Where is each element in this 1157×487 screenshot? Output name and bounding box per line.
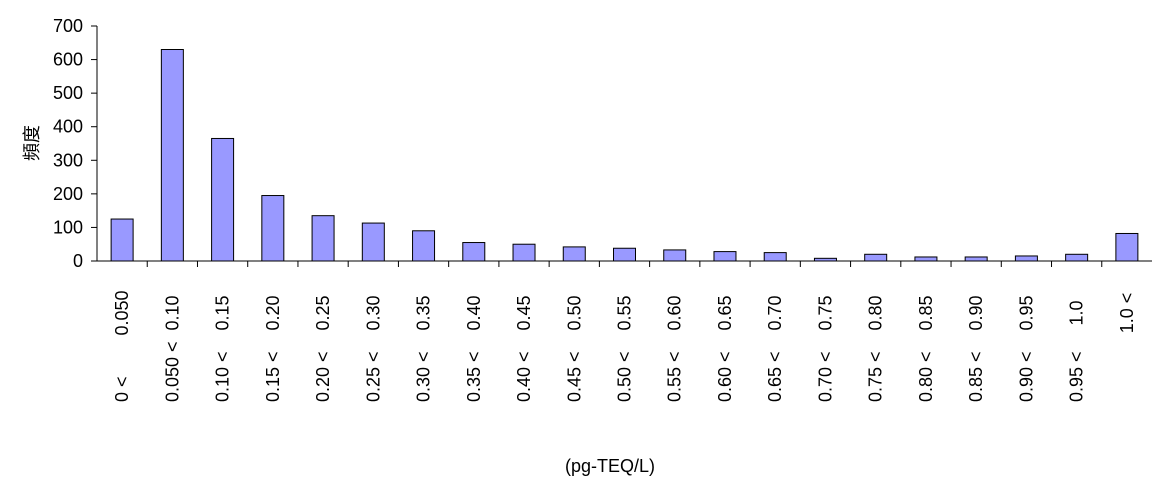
bar <box>160 49 184 262</box>
y-tick-label: 0 <box>73 251 83 271</box>
x-tick-label-upper: 1.0 < <box>1117 293 1137 334</box>
x-tick-label-lower: 0.55 < <box>665 351 685 402</box>
x-tick-label-upper: 0.40 <box>464 295 484 330</box>
x-tick-label-lower: 0.35 < <box>464 351 484 402</box>
y-tick-label: 100 <box>53 217 83 237</box>
bar <box>964 256 988 262</box>
x-tick-label-upper: 0.80 <box>866 295 886 330</box>
bar <box>211 137 235 262</box>
bars <box>110 49 1139 262</box>
bar <box>1014 255 1038 262</box>
bar <box>1115 232 1139 262</box>
x-tick-label-upper: 0.85 <box>916 295 936 330</box>
x-tick-label-upper: 0.10 <box>162 295 182 330</box>
x-tick-label-upper: 0.15 <box>213 295 233 330</box>
bar <box>512 243 536 262</box>
x-tick-label-upper: 0.90 <box>966 295 986 330</box>
bar <box>864 253 888 262</box>
y-tick-label: 200 <box>53 184 83 204</box>
x-axis-ticks: 0.050 0 < 0.10 0.050 < 0.15 0.10 < 0.20 0.15 < 0… <box>112 261 1137 402</box>
bar <box>412 230 436 262</box>
x-tick-label-lower: 0.65 < <box>765 351 785 402</box>
x-axis-title: (pg-TEQ/L) <box>565 456 655 476</box>
x-tick-label-upper: 0.65 <box>715 295 735 330</box>
y-tick-label: 600 <box>53 50 83 70</box>
bar <box>914 256 938 262</box>
x-tick-label-lower: 0.25 < <box>363 351 383 402</box>
x-tick-label-lower: 0.40 < <box>514 351 534 402</box>
axes <box>96 26 1152 262</box>
x-tick-label-lower: 0.95 < <box>1067 351 1087 402</box>
x-tick-label-lower: 0.10 < <box>213 351 233 402</box>
x-tick-label-upper: 0.50 <box>564 295 584 330</box>
x-tick-label-upper: 0.050 <box>112 290 132 335</box>
y-tick-label: 300 <box>53 150 83 170</box>
bar <box>613 247 636 262</box>
x-tick-label-lower: 0.90 < <box>1016 351 1036 402</box>
bar <box>261 195 285 262</box>
bar <box>663 249 687 262</box>
y-axis-title: 頻度 <box>22 125 42 161</box>
x-tick-label-lower: 0.15 < <box>263 351 283 402</box>
x-tick-label-lower: 0.70 < <box>815 351 835 402</box>
x-tick-label-lower: 0.75 < <box>866 351 886 402</box>
x-tick-label-lower: 0.20 < <box>313 351 333 402</box>
y-axis-ticks: 0 100 200 300 400 500 600 700 <box>53 16 97 271</box>
x-tick-label-upper: 1.0 <box>1067 300 1087 325</box>
x-tick-label-upper: 0.35 <box>414 295 434 330</box>
bar <box>361 222 385 262</box>
x-tick-label-lower: 0.30 < <box>414 351 434 402</box>
x-tick-label-upper: 0.55 <box>615 295 635 330</box>
bar <box>462 242 486 262</box>
x-tick-label-upper: 0.20 <box>263 295 283 330</box>
x-tick-label-lower: 0.45 < <box>564 351 584 402</box>
x-tick-label-upper: 0.70 <box>765 295 785 330</box>
x-tick-label-upper: 0.60 <box>665 295 685 330</box>
y-tick-label: 700 <box>53 16 83 36</box>
x-tick-label-upper: 0.45 <box>514 295 534 330</box>
x-tick-label-upper: 0.95 <box>1016 295 1036 330</box>
y-tick-label: 500 <box>53 83 83 103</box>
x-tick-label-lower: 0.85 < <box>966 351 986 402</box>
y-axis-title-text: 頻度 <box>22 125 42 161</box>
x-tick-label-lower: 0.60 < <box>715 351 735 402</box>
x-tick-label-lower: 0.50 < <box>615 351 635 402</box>
x-tick-label-lower: 0.80 < <box>916 351 936 402</box>
x-tick-label-upper: 0.75 <box>815 295 835 330</box>
y-tick-label: 400 <box>53 117 83 137</box>
bar <box>713 251 737 262</box>
bar <box>110 218 134 262</box>
bar <box>1065 253 1089 262</box>
x-tick-label-lower: 0 < <box>112 376 132 402</box>
x-tick-label-upper: 0.30 <box>363 295 383 330</box>
x-tick-label-lower: 0.050 < <box>162 341 182 402</box>
bar <box>763 252 787 262</box>
bar <box>311 215 335 262</box>
bar <box>562 246 586 262</box>
x-tick-label-upper: 0.25 <box>313 295 333 330</box>
